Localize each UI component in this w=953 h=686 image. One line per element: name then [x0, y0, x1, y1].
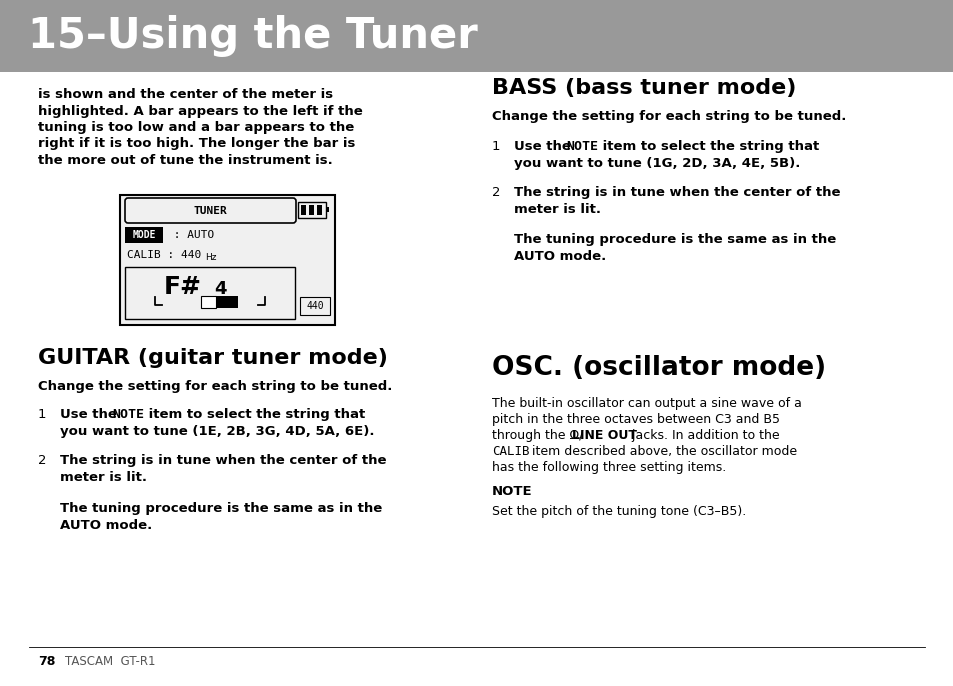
Bar	[201, 296, 215, 308]
Text: The string is in tune when the center of the: The string is in tune when the center of…	[514, 186, 840, 199]
Text: NOTE: NOTE	[492, 485, 532, 498]
Text: 1: 1	[492, 140, 500, 153]
Text: 440: 440	[306, 301, 323, 311]
Text: TASCAM  GT-R1: TASCAM GT-R1	[65, 655, 155, 668]
Bar	[120, 195, 335, 325]
Text: LINE OUT: LINE OUT	[572, 429, 637, 442]
Bar	[215, 296, 237, 308]
Text: The tuning procedure is the same as in the: The tuning procedure is the same as in t…	[514, 233, 836, 246]
Text: 2: 2	[492, 186, 500, 199]
Bar	[299, 297, 330, 315]
Text: is shown and the center of the meter is: is shown and the center of the meter is	[38, 88, 333, 101]
Text: F#: F#	[164, 275, 202, 299]
Text: item to select the string that: item to select the string that	[144, 408, 365, 421]
Text: Set the pitch of the tuning tone (C3–B5).: Set the pitch of the tuning tone (C3–B5)…	[492, 505, 745, 518]
Text: The built-in oscillator can output a sine wave of a: The built-in oscillator can output a sin…	[492, 397, 801, 410]
Text: 15–Using the Tuner: 15–Using the Tuner	[28, 15, 477, 57]
Text: through the Ω/: through the Ω/	[492, 429, 583, 442]
Text: right if it is too high. The longer the bar is: right if it is too high. The longer the …	[38, 137, 355, 150]
Text: The tuning procedure is the same as in the: The tuning procedure is the same as in t…	[60, 502, 382, 515]
Text: tuning is too low and a bar appears to the: tuning is too low and a bar appears to t…	[38, 121, 354, 134]
Text: meter is lit.: meter is lit.	[514, 203, 600, 216]
Bar	[0, 0, 953, 72]
Text: pitch in the three octaves between C3 and B5: pitch in the three octaves between C3 an…	[492, 413, 780, 426]
Text: BASS (bass tuner mode): BASS (bass tuner mode)	[492, 78, 796, 98]
Text: Change the setting for each string to be tuned.: Change the setting for each string to be…	[492, 110, 845, 123]
Text: : AUTO: : AUTO	[167, 230, 214, 240]
Text: The string is in tune when the center of the: The string is in tune when the center of…	[60, 454, 386, 467]
Text: GUITAR (guitar tuner mode): GUITAR (guitar tuner mode)	[38, 348, 388, 368]
Text: 78: 78	[38, 655, 55, 668]
Bar	[326, 207, 329, 212]
Text: TUNER: TUNER	[193, 206, 227, 215]
Text: NOTE: NOTE	[565, 140, 598, 153]
Bar	[125, 267, 294, 319]
Text: highlighted. A bar appears to the left if the: highlighted. A bar appears to the left i…	[38, 104, 362, 117]
Text: CALIB: CALIB	[492, 445, 529, 458]
Bar	[125, 227, 163, 243]
Text: 1: 1	[38, 408, 47, 421]
Text: Hz: Hz	[205, 252, 216, 261]
Bar	[309, 205, 314, 215]
Text: Use the: Use the	[514, 140, 575, 153]
Bar	[316, 205, 322, 215]
Text: AUTO mode.: AUTO mode.	[514, 250, 605, 263]
Text: AUTO mode.: AUTO mode.	[60, 519, 152, 532]
Text: Change the setting for each string to be tuned.: Change the setting for each string to be…	[38, 380, 392, 393]
Bar	[301, 205, 306, 215]
Text: 4: 4	[213, 280, 226, 298]
Text: the more out of tune the instrument is.: the more out of tune the instrument is.	[38, 154, 333, 167]
Text: you want to tune (1E, 2B, 3G, 4D, 5A, 6E).: you want to tune (1E, 2B, 3G, 4D, 5A, 6E…	[60, 425, 375, 438]
Text: jacks. In addition to the: jacks. In addition to the	[627, 429, 779, 442]
Text: 2: 2	[38, 454, 47, 467]
Text: Use the: Use the	[60, 408, 121, 421]
Text: OSC. (oscillator mode): OSC. (oscillator mode)	[492, 355, 825, 381]
Text: item described above, the oscillator mode: item described above, the oscillator mod…	[527, 445, 797, 458]
Text: CALIB : 440: CALIB : 440	[127, 250, 201, 260]
Text: has the following three setting items.: has the following three setting items.	[492, 461, 725, 474]
Text: you want to tune (1G, 2D, 3A, 4E, 5B).: you want to tune (1G, 2D, 3A, 4E, 5B).	[514, 157, 800, 170]
Text: item to select the string that: item to select the string that	[598, 140, 819, 153]
Bar	[297, 202, 326, 218]
Text: meter is lit.: meter is lit.	[60, 471, 147, 484]
Text: NOTE: NOTE	[112, 408, 144, 421]
FancyBboxPatch shape	[125, 198, 295, 223]
Text: MODE: MODE	[132, 230, 155, 240]
